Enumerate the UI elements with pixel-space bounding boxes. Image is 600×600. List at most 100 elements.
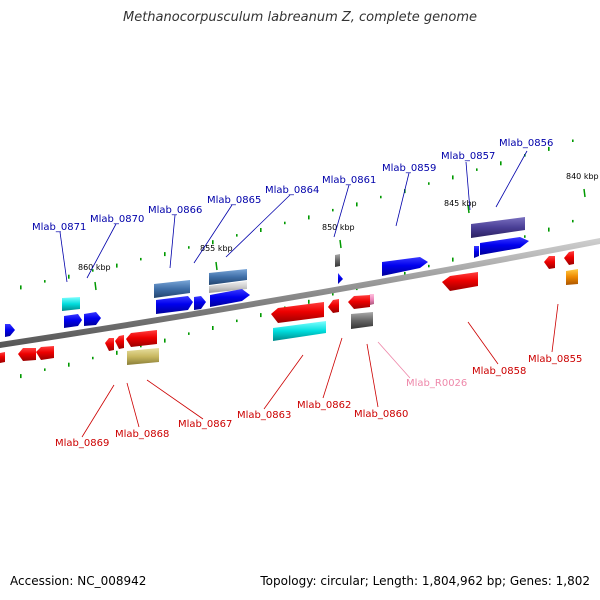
gene-Mlab_0869b[interactable] (18, 348, 36, 361)
label-Mlab_0862[interactable]: Mlab_0862 (297, 400, 351, 411)
scale-dot (380, 195, 382, 199)
gene-Mlab_0871[interactable] (64, 314, 82, 328)
label-Mlab_R0026[interactable]: Mlab_R0026 (406, 378, 467, 389)
scale-dot (548, 227, 550, 232)
leader-Mlab_0855 (551, 303, 559, 353)
label-Mlab_0867[interactable]: Mlab_0867 (178, 419, 232, 430)
leader-Mlab_0864 (225, 194, 291, 258)
gene-Mlab_0855c[interactable] (544, 256, 555, 269)
leader-Mlab_0869 (81, 384, 115, 438)
gene-Mlab_0866b[interactable] (156, 296, 193, 314)
gene-Mlab_0855[interactable] (564, 251, 574, 265)
gene-left-edge-rev[interactable] (0, 352, 5, 363)
scale-label-860: 860 kbp (78, 263, 111, 272)
gene-Mlab_0857b[interactable] (474, 246, 479, 258)
map-title: Methanocorpusculum labreanum Z, complete… (123, 10, 477, 25)
gene-Mlab_0867[interactable] (126, 330, 157, 347)
scale-dot (428, 182, 430, 185)
scale-dot (92, 356, 94, 360)
scale-dot (524, 235, 526, 238)
gene-Mlab_0868[interactable] (115, 335, 124, 349)
gene-Mlab_0856[interactable] (471, 217, 525, 238)
gene-Mlab_0870[interactable] (62, 297, 80, 311)
label-Mlab_0864[interactable]: Mlab_0864 (265, 185, 319, 196)
gene-Mlab_0864[interactable] (209, 269, 247, 285)
label-Mlab_0869[interactable]: Mlab_0869 (55, 438, 109, 449)
forward-strand-genes (5, 217, 529, 337)
gene-Mlab_0867b[interactable] (127, 348, 159, 365)
scale-dot (236, 319, 238, 323)
label-Mlab_0860[interactable]: Mlab_0860 (354, 409, 408, 420)
gene-Mlab_0860[interactable] (348, 295, 370, 309)
scale-ticks: 840 kbp 845 kbp 850 kbp 855 kbp 860 kbp (78, 172, 599, 291)
scale-label-850: 850 kbp (322, 223, 355, 232)
gene-Mlab_0855b[interactable] (566, 269, 578, 285)
leader-Mlab_0866 (169, 214, 176, 269)
gene-Mlab_0871b[interactable] (84, 312, 101, 326)
scale-dot (140, 344, 142, 348)
gene-Mlab_0866[interactable] (154, 280, 190, 298)
leader-Mlab_0859 (395, 172, 410, 227)
gene-Mlab_0863[interactable] (271, 302, 324, 323)
tick-845 (467, 204, 470, 214)
scale-dot (428, 264, 430, 268)
genome-summary-text: Topology: circular; Length: 1,804,962 bp… (260, 574, 590, 588)
leader-Mlab_0865 (193, 204, 233, 264)
leader-Mlab_0870 (86, 223, 117, 279)
label-Mlab_0866[interactable]: Mlab_0866 (148, 205, 202, 216)
label-Mlab_0855[interactable]: Mlab_0855 (528, 354, 582, 365)
gene-Mlab_0865[interactable] (210, 289, 250, 307)
leader-Mlab_0862 (322, 337, 343, 399)
label-Mlab_0865[interactable]: Mlab_0865 (207, 195, 261, 206)
gene-Mlab_0861[interactable] (335, 254, 340, 267)
scale-dot (68, 362, 70, 367)
scale-dot (164, 252, 166, 257)
scale-dot (44, 280, 46, 283)
gene-labels: Mlab_0856 Mlab_0857 Mlab_0859 Mlab_0861 … (32, 138, 582, 449)
leader-Mlab_0860 (366, 343, 379, 408)
leader-Mlab_0868 (126, 382, 140, 428)
scale-dot (116, 350, 118, 355)
scale-dot (452, 257, 454, 262)
label-Mlab_0856[interactable]: Mlab_0856 (499, 138, 553, 149)
tick-855 (215, 261, 218, 271)
scale-dot (164, 338, 166, 343)
gene-Mlab_0857[interactable] (480, 237, 529, 255)
leader-Mlab_0867 (146, 379, 204, 420)
label-Mlab_0870[interactable]: Mlab_0870 (90, 214, 144, 225)
scale-dot (308, 215, 310, 220)
scale-dot (44, 368, 46, 371)
tick-840 (583, 188, 586, 198)
gene-Mlab_0863b[interactable] (273, 321, 326, 341)
accession-text: Accession: NC_008942 (10, 574, 147, 588)
label-Mlab_0863[interactable]: Mlab_0863 (237, 410, 291, 421)
scale-dot (68, 274, 70, 279)
gene-Mlab_0869[interactable] (36, 346, 54, 360)
scale-dot (572, 139, 574, 142)
tick-850 (339, 239, 342, 249)
label-Mlab_0858[interactable]: Mlab_0858 (472, 366, 526, 377)
scale-dot (140, 257, 142, 261)
leader-Mlab_0858 (467, 321, 499, 365)
scale-dot (404, 272, 406, 276)
label-Mlab_0857[interactable]: Mlab_0857 (441, 151, 495, 162)
gene-Mlab_0861b[interactable] (338, 273, 343, 284)
label-Mlab_0871[interactable]: Mlab_0871 (32, 222, 86, 233)
label-Mlab_0868[interactable]: Mlab_0868 (115, 429, 169, 440)
scale-dot (548, 146, 550, 151)
gene-Mlab_0868b[interactable] (105, 338, 114, 351)
scale-label-845: 845 kbp (444, 199, 477, 208)
scale-dot (332, 208, 334, 212)
label-Mlab_0861[interactable]: Mlab_0861 (322, 175, 376, 186)
gene-Mlab_0859[interactable] (382, 257, 428, 276)
gene-Mlab_0862[interactable] (328, 299, 339, 313)
gene-Mlab_0858[interactable] (442, 272, 478, 291)
label-Mlab_0859[interactable]: Mlab_0859 (382, 163, 436, 174)
scale-dot (236, 234, 238, 237)
scale-dot (308, 299, 310, 304)
gene-left-edge[interactable] (5, 324, 15, 337)
label-leader-lines (59, 150, 559, 438)
gene-Mlab_0866c[interactable] (194, 296, 206, 310)
gene-Mlab_0860b[interactable] (351, 312, 373, 329)
